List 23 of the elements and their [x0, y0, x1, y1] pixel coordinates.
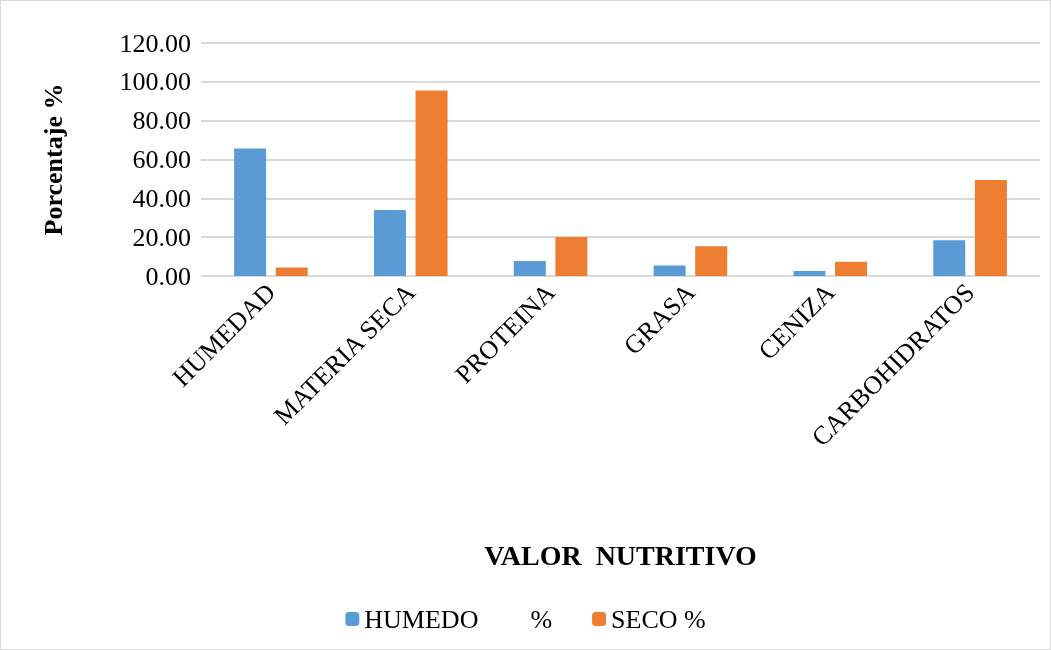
y-tick-label: 80.00: [132, 106, 191, 136]
y-tick-label: 60.00: [132, 145, 191, 174]
y-tick-label: 40.00: [132, 183, 191, 213]
bar: [653, 265, 686, 276]
x-axis-title: VALOR NUTRITIVO: [484, 539, 757, 571]
legend-label: HUMEDO %: [364, 604, 553, 634]
bar: [373, 209, 406, 276]
y-tick-label: 100.00: [119, 67, 191, 97]
y-axis-title: Porcentaje %: [38, 83, 68, 236]
bar: [835, 261, 868, 276]
y-tick-label: 20.00: [132, 222, 191, 252]
bar: [415, 90, 448, 276]
bar: [513, 261, 546, 276]
bar: [974, 180, 1007, 276]
legend-label: SECO %: [611, 604, 706, 634]
bar: [234, 148, 267, 276]
bar: [933, 240, 966, 276]
y-tick-label: 120.00: [119, 28, 191, 58]
bar: [555, 236, 588, 276]
bar: [275, 267, 308, 276]
bar: [695, 246, 728, 276]
y-tick-label: 0.00: [145, 261, 191, 291]
bar: [793, 270, 826, 276]
